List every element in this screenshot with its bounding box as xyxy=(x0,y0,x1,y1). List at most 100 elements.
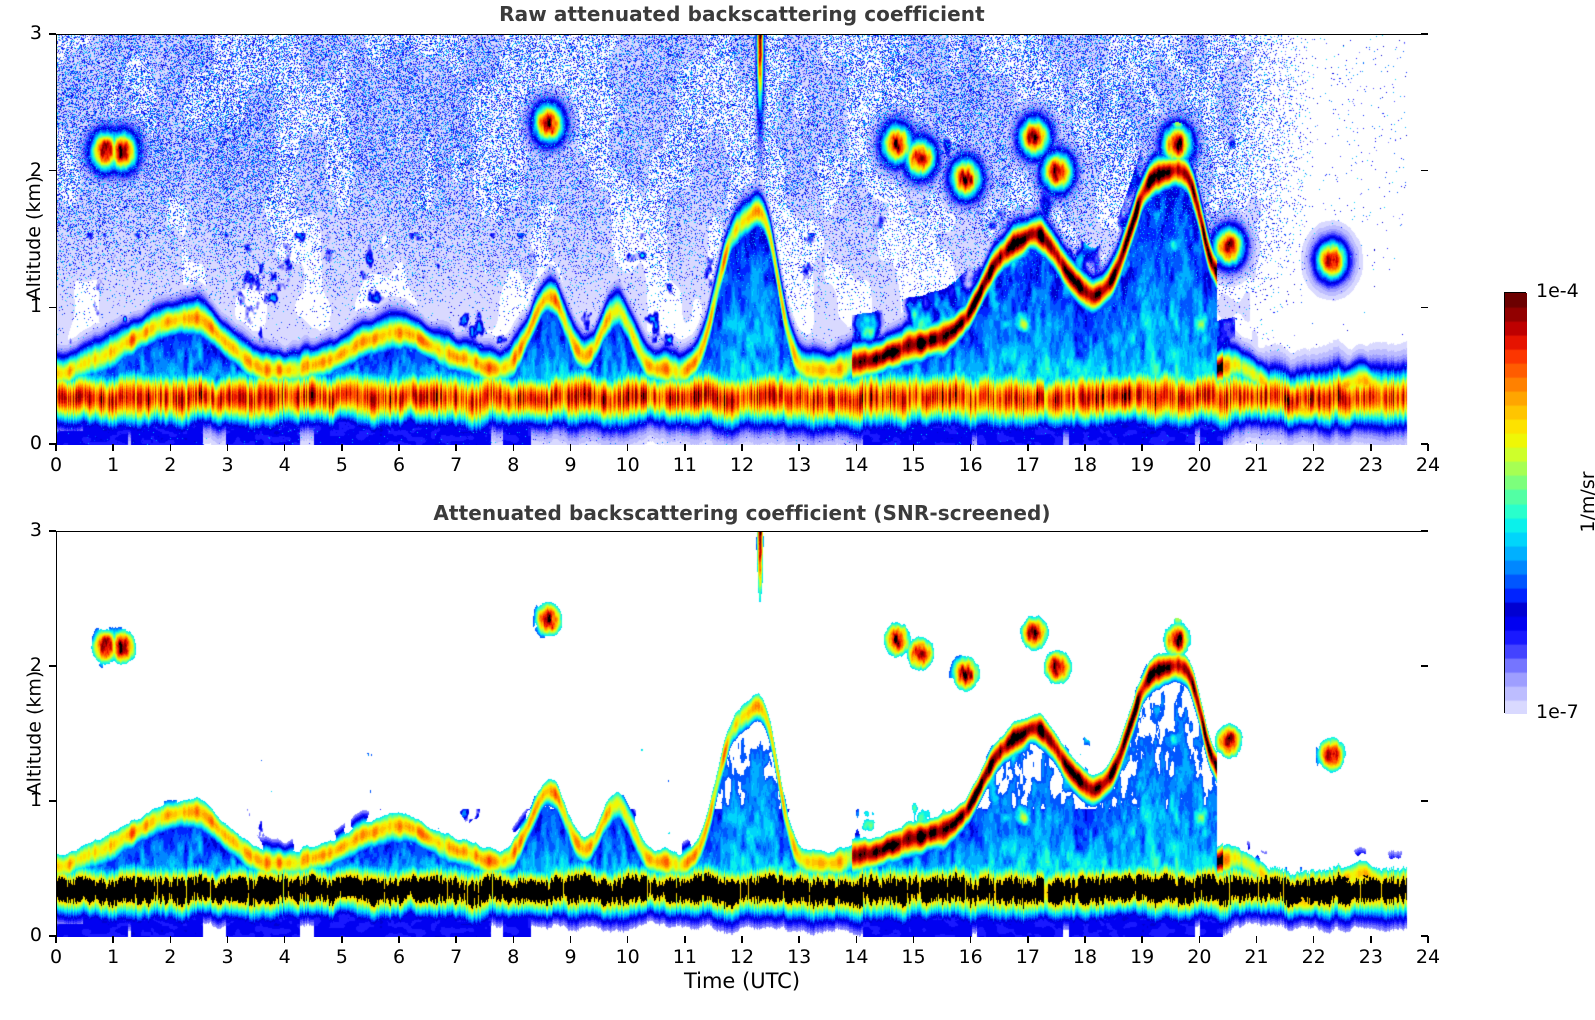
x-tick xyxy=(1027,936,1029,943)
colorbar[interactable] xyxy=(1504,292,1527,714)
y-tick-label: 3 xyxy=(29,22,42,44)
x-tick xyxy=(1255,444,1258,451)
x-tick xyxy=(226,936,229,943)
x-tick xyxy=(741,444,743,451)
y-tick-label: 0 xyxy=(29,924,42,946)
x-tick xyxy=(569,444,572,451)
x-tick-label: 11 xyxy=(672,454,697,476)
x-tick-label: 18 xyxy=(1072,454,1098,476)
x-tick xyxy=(626,444,629,451)
x-tick-label: 2 xyxy=(164,946,177,968)
x-tick xyxy=(1427,444,1429,451)
x-tick xyxy=(341,444,343,451)
x-tick xyxy=(1312,444,1315,451)
x-tick xyxy=(55,936,57,943)
x-tick-label: 7 xyxy=(450,946,463,968)
y-tick xyxy=(49,169,56,172)
x-tick-label: 19 xyxy=(1130,946,1155,968)
x-tick-label: 14 xyxy=(844,946,869,968)
x-tick-label: 4 xyxy=(278,946,291,968)
x-tick xyxy=(341,936,343,943)
x-tick xyxy=(969,936,972,943)
y-tick xyxy=(49,665,56,667)
x-tick-label: 21 xyxy=(1244,454,1269,476)
x-tick xyxy=(169,444,172,451)
x-tick-label: 9 xyxy=(564,454,577,476)
x-tick-label: 20 xyxy=(1187,946,1212,968)
colorbar-gradient xyxy=(1505,293,1527,714)
x-tick xyxy=(569,936,572,943)
y-tick xyxy=(49,800,56,802)
x-tick xyxy=(512,444,515,451)
x-tick xyxy=(169,936,172,943)
x-tick-label: 13 xyxy=(787,946,812,968)
y-tick-label: 2 xyxy=(29,158,42,181)
x-tick xyxy=(1312,936,1315,943)
y-tick-label: 0 xyxy=(29,432,42,454)
y-tick xyxy=(49,935,56,937)
x-tick-label: 10 xyxy=(615,946,640,968)
x-tick xyxy=(455,444,457,451)
x-tick-label: 9 xyxy=(564,946,577,968)
y-tick xyxy=(1421,530,1428,532)
x-tick xyxy=(283,444,286,451)
x-tick-label: 11 xyxy=(672,946,697,968)
panel-title-screened: Attenuated backscattering coefficient (S… xyxy=(433,501,1051,525)
y-tick xyxy=(49,443,56,445)
y-tick xyxy=(49,306,56,309)
x-tick-label: 10 xyxy=(615,454,640,476)
x-tick xyxy=(855,444,858,451)
x-tick-label: 19 xyxy=(1130,454,1155,476)
x-tick-label: 5 xyxy=(335,946,348,968)
y-tick-label: 2 xyxy=(29,654,42,676)
x-tick xyxy=(626,936,629,943)
x-tick-label: 6 xyxy=(392,946,406,968)
y-axis-label-raw: Altitude (km) xyxy=(23,175,45,301)
x-tick xyxy=(1370,936,1372,943)
y-tick xyxy=(49,530,56,532)
x-tick xyxy=(969,444,972,451)
x-tick-label: 3 xyxy=(221,946,234,968)
y-tick-label: 3 xyxy=(29,519,42,541)
x-tick xyxy=(912,936,915,943)
x-tick-label: 2 xyxy=(164,454,177,476)
heatmap-raster-raw xyxy=(57,35,1429,445)
x-tick-label: 23 xyxy=(1358,946,1383,968)
x-tick-label: 14 xyxy=(844,454,869,476)
x-tick-label: 24 xyxy=(1415,454,1441,476)
x-tick-label: 16 xyxy=(958,454,983,476)
x-tick-label: 16 xyxy=(958,946,983,968)
x-tick xyxy=(1141,936,1143,943)
x-tick-label: 22 xyxy=(1301,454,1326,476)
x-tick-label: 12 xyxy=(729,454,755,476)
x-tick xyxy=(798,444,800,451)
x-axis-label: Time (UTC) xyxy=(683,969,801,993)
x-tick-label: 1 xyxy=(107,946,120,968)
x-tick xyxy=(1027,444,1029,451)
x-tick xyxy=(398,936,400,943)
x-tick-label: 0 xyxy=(49,454,63,476)
y-tick xyxy=(1421,306,1428,309)
x-tick xyxy=(1198,444,1201,451)
x-tick xyxy=(1141,444,1143,451)
y-tick xyxy=(1421,800,1428,802)
colorbar-min-label: 1e-7 xyxy=(1536,701,1579,723)
x-tick-label: 3 xyxy=(221,454,234,476)
heatmap-axes-raw[interactable] xyxy=(56,34,1429,445)
y-axis-label-screened: Altitude (km) xyxy=(23,670,45,795)
y-tick-label: 1 xyxy=(29,789,42,811)
x-tick-label: 17 xyxy=(1015,454,1040,476)
x-tick-label: 20 xyxy=(1187,454,1212,476)
x-tick-label: 6 xyxy=(392,454,406,476)
x-tick-label: 23 xyxy=(1358,454,1383,476)
heatmap-axes-screened[interactable] xyxy=(56,531,1429,937)
x-tick xyxy=(1198,936,1201,943)
x-tick xyxy=(112,444,114,451)
x-tick-label: 5 xyxy=(335,454,348,476)
x-tick xyxy=(1084,444,1086,451)
x-tick xyxy=(741,936,743,943)
x-tick xyxy=(1255,936,1258,943)
x-tick xyxy=(226,444,229,451)
y-tick xyxy=(49,33,56,35)
y-tick xyxy=(1421,33,1428,35)
